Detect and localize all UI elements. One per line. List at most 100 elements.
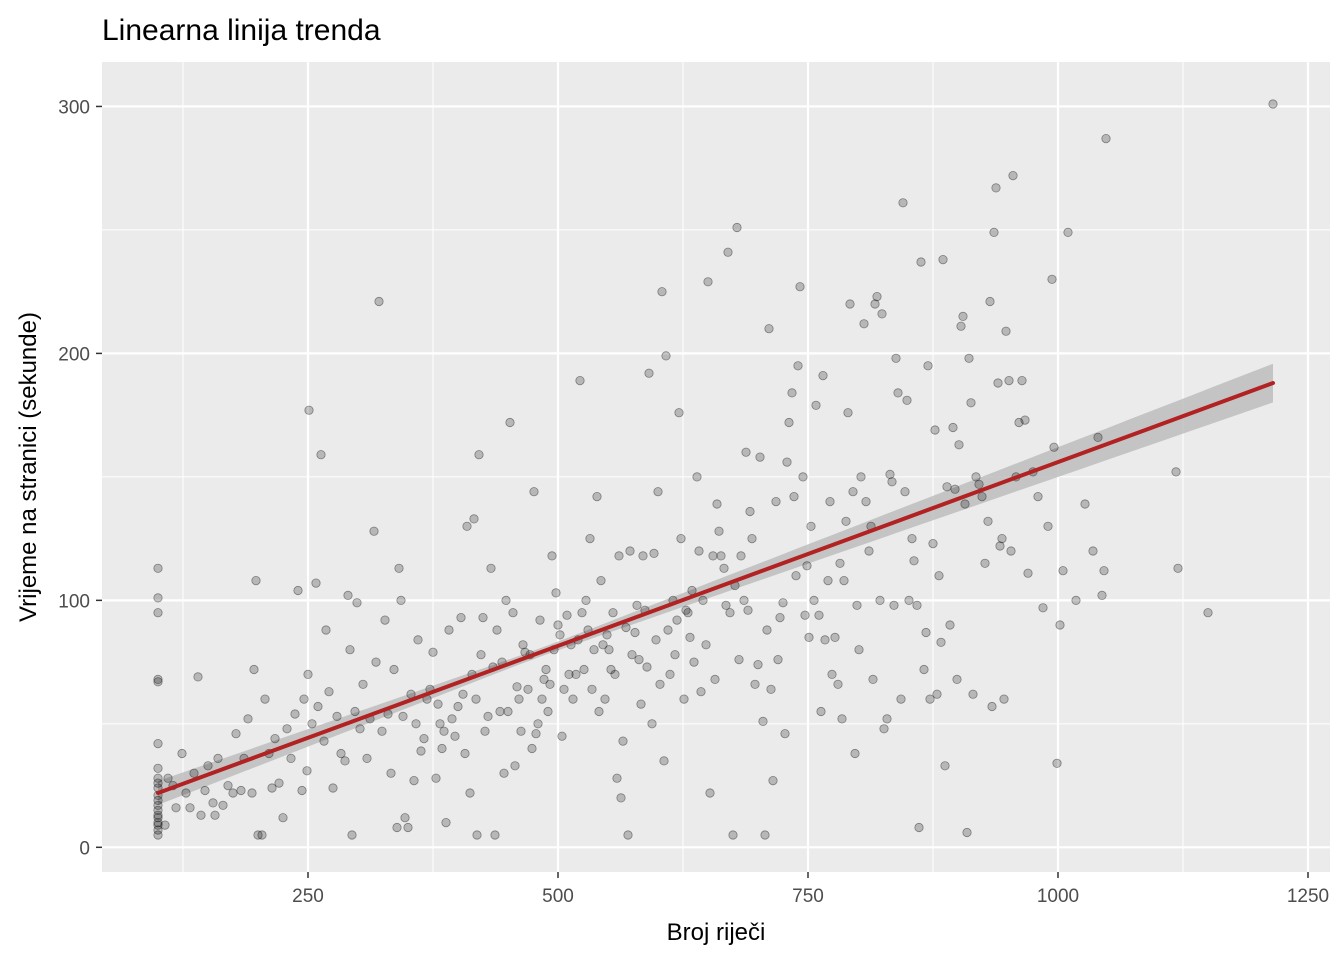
data-point [557,731,567,741]
data-point [547,551,557,561]
data-point [839,575,849,586]
data-point [249,664,259,675]
data-point [153,795,163,806]
data-point [486,563,496,573]
data-point [251,575,261,586]
data-point [450,731,460,741]
data-point [612,773,622,783]
data-point [441,817,451,828]
data-point [539,674,549,685]
data-point [698,595,708,606]
data-point [723,247,733,257]
data-point [845,299,855,309]
data-point [1043,521,1053,531]
data-point [589,645,599,655]
data-point [231,729,241,739]
data-point [228,788,238,798]
data-point [260,694,270,704]
data-point [683,608,693,618]
data-point [780,729,790,739]
data-point [587,684,597,694]
data-point [676,533,686,544]
data-point [925,694,935,704]
data-point [964,353,974,363]
data-point [958,311,968,321]
data-point [1101,134,1111,144]
data-point [218,800,228,810]
data-point [343,590,353,601]
data-point [1171,467,1181,477]
data-point [782,457,792,467]
data-point [804,632,814,643]
data-point [153,763,163,773]
data-point [954,440,964,450]
data-point [1023,568,1033,578]
data-point [833,679,843,689]
data-point [592,491,602,502]
data-point [710,674,720,685]
data-point [389,664,399,675]
data-point [948,422,958,433]
data-point [153,738,163,749]
data-point [743,605,753,615]
data-point [891,353,901,363]
data-point [1052,758,1062,768]
data-point [663,625,673,635]
data-point [568,694,578,704]
data-point [598,640,608,650]
data-point [153,830,163,840]
data-point [541,664,551,675]
data-point [571,669,581,680]
y-tick-label: 200 [58,344,90,365]
data-point [644,368,654,378]
data-point [872,291,882,302]
data-point [814,610,824,620]
data-point [153,608,163,618]
data-point [907,533,917,544]
data-point [651,635,661,645]
data-point [290,709,300,719]
data-point [490,830,500,840]
data-point [153,825,163,835]
data-point [864,546,874,556]
data-point [392,822,402,833]
data-point [303,669,313,680]
data-point [956,321,966,331]
data-point [843,408,853,418]
data-point [820,635,830,645]
data-point [403,822,413,833]
data-point [989,227,999,237]
data-point [545,679,555,689]
data-point [153,563,163,573]
data-point [665,669,675,680]
data-point [1033,491,1043,502]
data-point [444,625,454,635]
data-point [328,783,338,793]
data-point [962,827,972,838]
data-point [747,533,757,544]
data-point [1097,590,1107,601]
data-point [705,788,715,798]
data-point [634,654,644,665]
data-point [1093,432,1103,442]
data-point [575,375,585,386]
data-point [535,615,545,625]
data-point [398,711,408,722]
data-point [921,627,931,638]
data-point [638,551,648,561]
data-point [400,813,410,823]
data-point [602,630,612,640]
data-point [564,669,574,680]
data-point [985,296,995,307]
data-point [531,729,541,739]
data-point [153,805,163,815]
data-point [728,830,738,840]
data-point [460,748,470,759]
data-point [971,472,981,482]
data-point [203,761,213,771]
data-point [171,803,181,813]
data-point [614,551,624,561]
data-point [606,664,616,675]
data-point [413,635,423,645]
data-point [505,417,515,428]
